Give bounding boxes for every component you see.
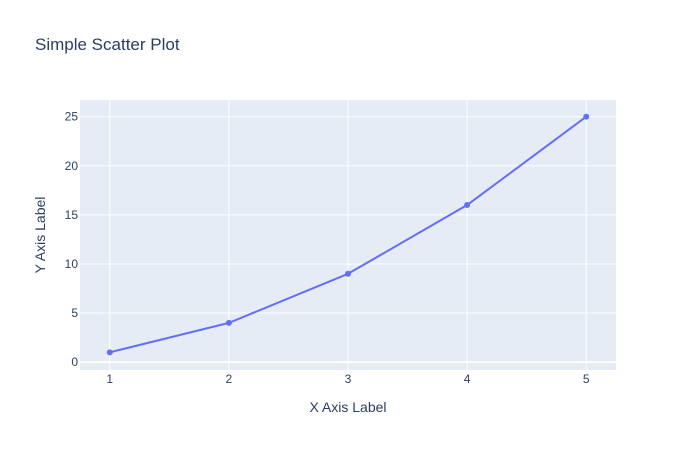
y-tick-label: 20	[65, 159, 79, 173]
x-tick-label: 5	[583, 372, 590, 386]
y-tick-label: 10	[65, 257, 79, 271]
x-tick-label: 2	[226, 372, 233, 386]
x-tick-label: 3	[345, 372, 352, 386]
y-tick-label: 0	[71, 355, 78, 369]
data-point	[106, 349, 113, 356]
y-tick-label: 5	[71, 306, 78, 320]
x-axis-title: X Axis Label	[309, 399, 386, 415]
data-point	[345, 270, 351, 277]
y-tick-label: 15	[65, 208, 79, 222]
tick-labels: 1 2 3 4 5 0 5 10 15 20 25	[65, 110, 590, 386]
data-point	[464, 202, 471, 209]
y-axis-title: Y Axis Label	[32, 197, 48, 274]
x-tick-label: 4	[464, 372, 471, 386]
data-point	[225, 319, 232, 326]
data-series	[106, 113, 590, 356]
y-tick-label: 25	[65, 110, 79, 124]
chart-title: Simple Scatter Plot	[35, 35, 180, 54]
grid-lines	[80, 100, 616, 370]
x-tick-label: 1	[106, 372, 113, 386]
data-point	[583, 113, 590, 120]
